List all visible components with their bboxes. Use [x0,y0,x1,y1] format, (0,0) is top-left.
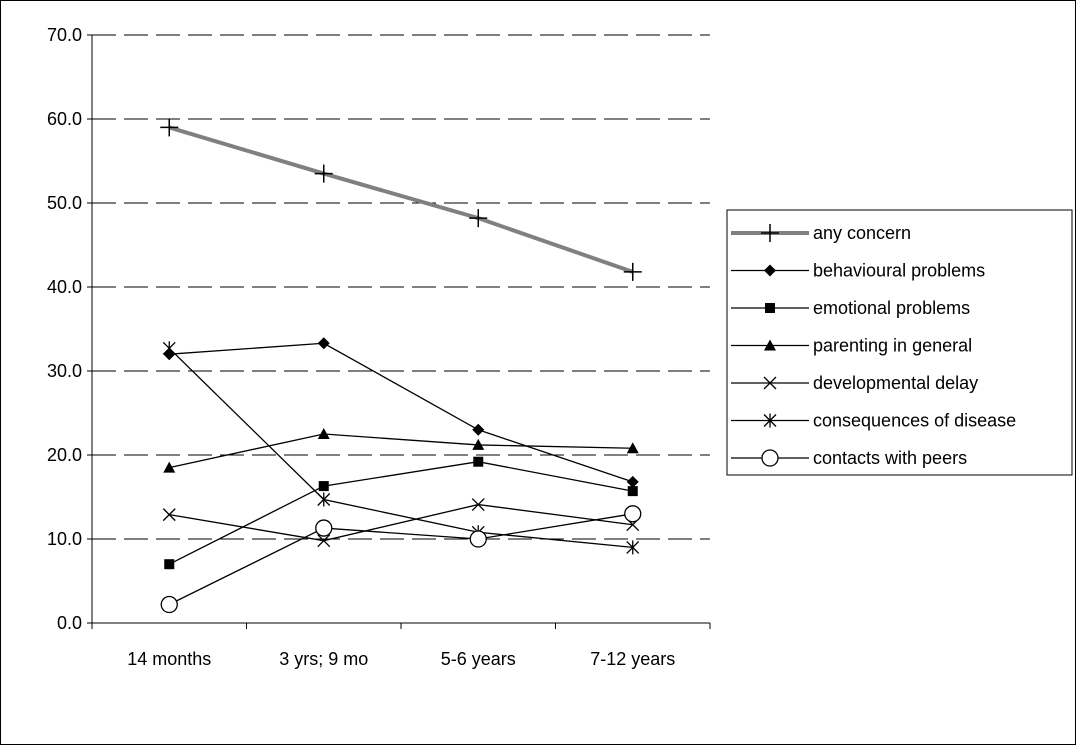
data-point [314,164,333,183]
x-tick-label: 7-12 years [590,649,675,669]
legend-label: parenting in general [813,336,972,356]
legend-label: consequences of disease [813,411,1016,431]
data-point [472,438,485,450]
legend-marker [764,339,776,351]
legend-label: contacts with peers [813,448,967,468]
x-tick-label: 14 months [127,649,211,669]
data-point [163,461,176,473]
legend-marker [763,413,777,428]
data-point [471,498,485,512]
legend-marker [761,449,779,467]
y-tick-label: 0.0 [57,613,82,633]
data-point [626,442,639,454]
series-line-1 [168,125,634,274]
series-line-7 [168,513,633,606]
data-point [318,481,329,492]
data-point [469,530,487,548]
data-point [473,456,484,467]
y-tick-label: 40.0 [47,277,82,297]
data-point [626,475,639,488]
data-point [160,118,179,137]
data-point [469,209,488,228]
data-point [317,428,330,439]
data-point [162,508,176,522]
data-point [626,540,640,555]
data-point [162,341,176,356]
data-point [315,519,333,537]
axes: 0.0 10.0 20.0 30.0 40.0 50.0 60.0 70.0 14 months… [47,25,711,669]
series-line-5 [169,503,633,542]
legend: any concern behavioural problems emotional… [726,209,1073,476]
series-line-2 [169,342,633,483]
data-point [317,534,331,548]
data-point [472,423,485,436]
legend-label: any concern [813,223,911,243]
x-tick-label: 3 yrs; 9 mo [279,649,368,669]
data-point [624,505,642,523]
y-tick-label: 10.0 [47,529,82,549]
series-line-3 [168,461,633,565]
series-line-6 [168,347,633,549]
legend-box [726,209,1073,476]
legend-label: emotional problems [813,298,970,318]
legend-marker [765,303,775,313]
x-tick-label: 5-6 years [441,649,516,669]
data-point [164,559,175,570]
legend-marker [764,264,776,277]
data-point [627,486,638,497]
y-tick-label: 70.0 [47,25,82,45]
y-tick-label: 60.0 [47,109,82,129]
series-line-4 [169,433,633,469]
y-tick-label: 30.0 [47,361,82,381]
gridlines [92,34,710,540]
legend-marker [763,376,777,390]
data-point [317,492,331,507]
y-tick-label: 20.0 [47,445,82,465]
legend-label: developmental delay [813,373,978,393]
series-lines [160,118,642,614]
y-tick-label: 50.0 [47,193,82,213]
legend-marker [761,224,779,242]
data-point [160,595,178,614]
legend-label: behavioural problems [813,261,985,281]
data-point [317,337,330,350]
data-point [623,262,642,281]
